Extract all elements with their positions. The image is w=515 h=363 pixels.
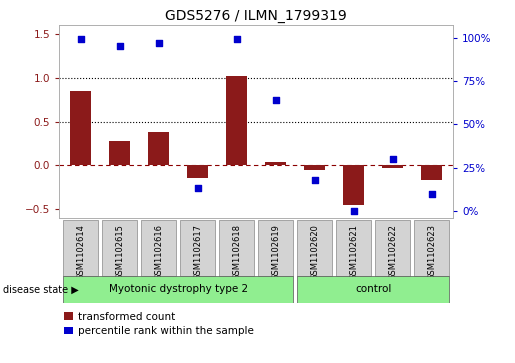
Text: GSM1102623: GSM1102623 bbox=[427, 224, 436, 280]
Bar bbox=[421, 165, 442, 180]
Bar bbox=[109, 141, 130, 165]
Bar bbox=[304, 165, 325, 170]
Text: GSM1102616: GSM1102616 bbox=[154, 224, 163, 280]
Point bbox=[77, 36, 85, 42]
Text: GSM1102622: GSM1102622 bbox=[388, 224, 397, 280]
Bar bbox=[297, 220, 332, 276]
Text: GSM1102615: GSM1102615 bbox=[115, 224, 124, 280]
Bar bbox=[336, 220, 371, 276]
Bar bbox=[102, 220, 137, 276]
Text: GSM1102614: GSM1102614 bbox=[76, 224, 85, 280]
Bar bbox=[63, 220, 98, 276]
Bar bbox=[141, 220, 176, 276]
Bar bbox=[63, 276, 293, 303]
Text: Myotonic dystrophy type 2: Myotonic dystrophy type 2 bbox=[109, 285, 248, 294]
Bar bbox=[226, 76, 247, 165]
Bar bbox=[258, 220, 293, 276]
Bar bbox=[265, 162, 286, 165]
Bar bbox=[70, 91, 91, 165]
Bar bbox=[297, 276, 449, 303]
Point bbox=[350, 208, 358, 214]
Text: GSM1102618: GSM1102618 bbox=[232, 224, 241, 280]
Bar bbox=[219, 220, 254, 276]
Point bbox=[271, 97, 280, 103]
Legend: transformed count, percentile rank within the sample: transformed count, percentile rank withi… bbox=[64, 312, 254, 336]
Bar bbox=[187, 165, 209, 179]
Point bbox=[311, 177, 319, 183]
Text: GSM1102620: GSM1102620 bbox=[310, 224, 319, 280]
Point bbox=[233, 36, 241, 42]
Text: GSM1102617: GSM1102617 bbox=[193, 224, 202, 280]
Title: GDS5276 / ILMN_1799319: GDS5276 / ILMN_1799319 bbox=[165, 9, 347, 23]
Bar bbox=[375, 220, 410, 276]
Text: control: control bbox=[355, 285, 391, 294]
Bar bbox=[382, 165, 403, 168]
Text: GSM1102621: GSM1102621 bbox=[349, 224, 358, 280]
Point bbox=[427, 191, 436, 196]
Text: disease state ▶: disease state ▶ bbox=[3, 285, 78, 294]
Bar bbox=[414, 220, 449, 276]
Bar bbox=[180, 220, 215, 276]
Bar bbox=[343, 165, 365, 205]
Point bbox=[154, 40, 163, 46]
Point bbox=[389, 156, 397, 162]
Text: GSM1102619: GSM1102619 bbox=[271, 224, 280, 280]
Point bbox=[194, 185, 202, 191]
Bar bbox=[148, 132, 169, 165]
Point bbox=[115, 43, 124, 49]
